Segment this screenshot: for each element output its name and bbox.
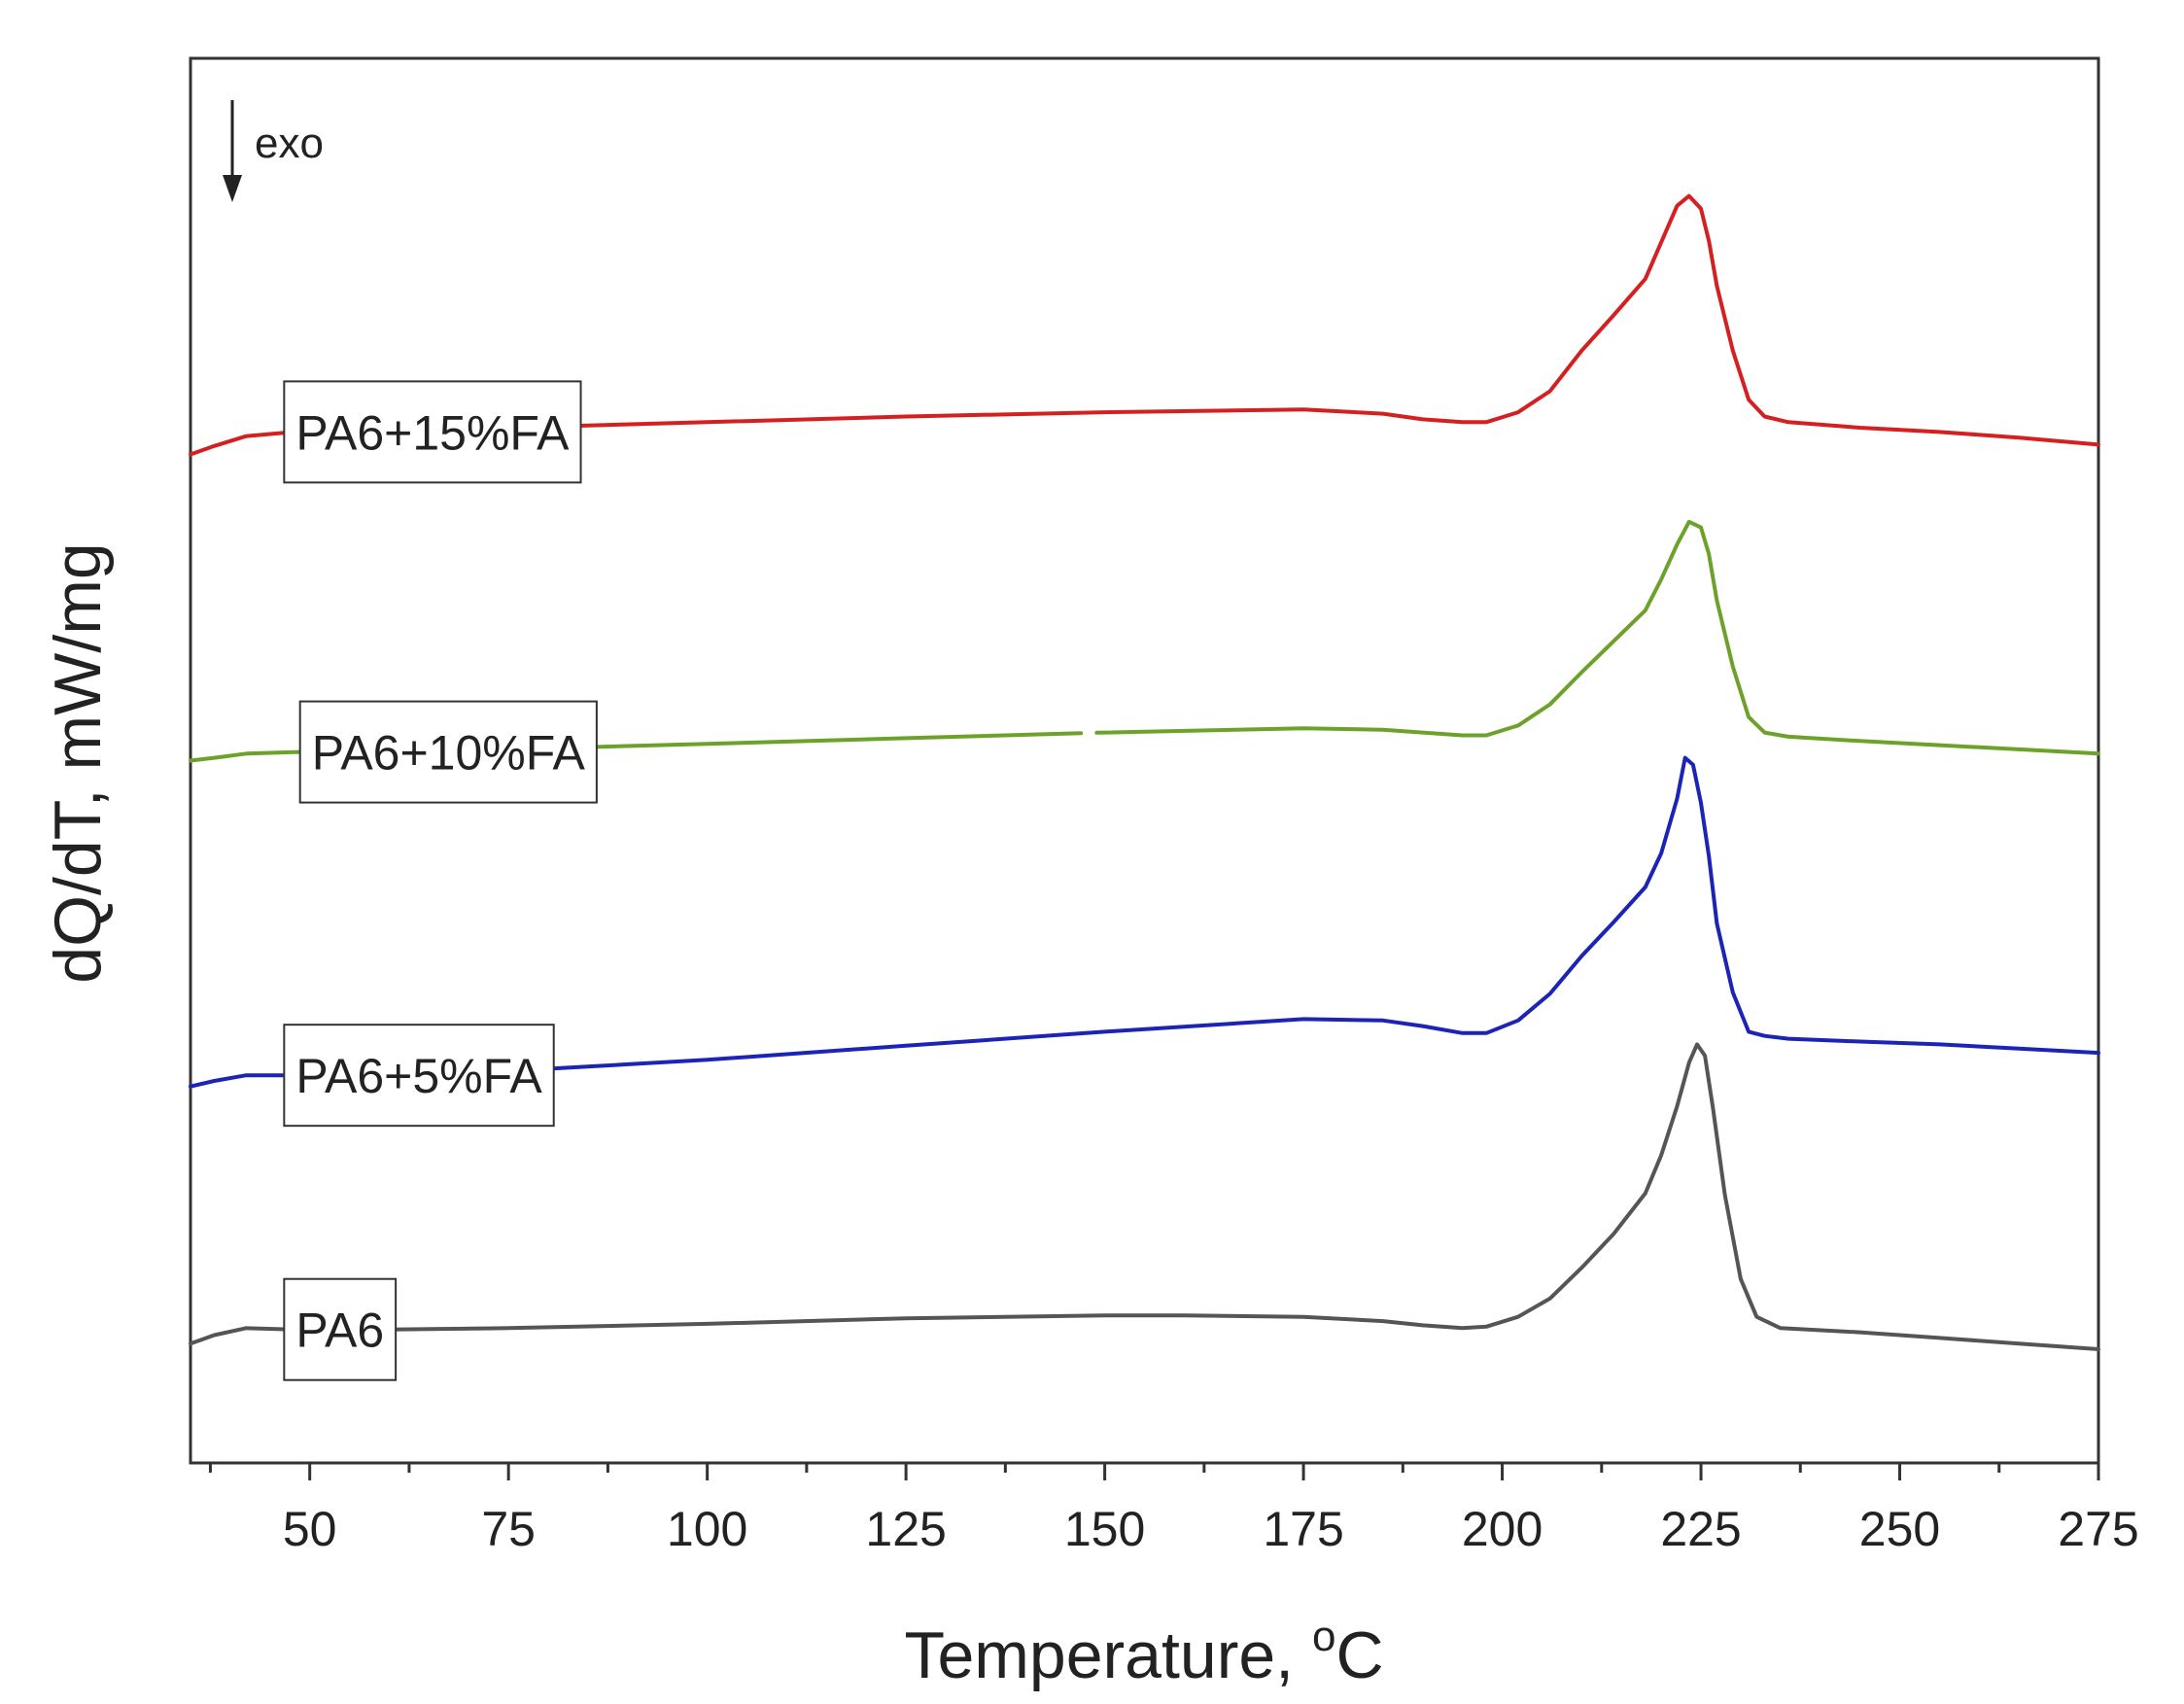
x-tick-label: 200 (1462, 1502, 1543, 1556)
x-axis-ticks: 50 75 100 125 150 175 200 225 250 275 (208, 1463, 2139, 1556)
x-tick-label: 175 (1263, 1502, 1343, 1556)
series-label-box (283, 380, 582, 484)
exo-annotation: exo (223, 100, 324, 202)
series-line-pa6 (189, 1042, 2100, 1351)
x-axis-title-main: Temperature, (904, 1618, 1312, 1692)
x-tick-label: 275 (2058, 1502, 2138, 1556)
series-label-text: PA6+10%FA (312, 726, 586, 781)
x-axis-title: Temperature, oC (904, 1613, 1383, 1692)
series-line-pa6-5-fa (189, 755, 2100, 1089)
x-tick-label: 125 (865, 1502, 946, 1556)
x-tick-label: 75 (481, 1502, 536, 1556)
x-tick-label: 225 (1660, 1502, 1741, 1556)
y-axis-title: dQ/dT, mW/mg (41, 542, 115, 983)
series-label-text: PA6+15%FA (295, 405, 570, 460)
exo-arrow-head-icon (223, 175, 242, 202)
series-label-box (283, 1277, 398, 1381)
x-axis-title-unit: C (1335, 1618, 1383, 1692)
series-line-pa6-10-fa (1094, 519, 2100, 756)
legend-labels: PA6+15%FA PA6+10%FA PA6+5%FA PA6 (283, 380, 598, 1381)
x-axis-title-sup: o (1312, 1613, 1335, 1660)
series-label-box (298, 700, 598, 804)
series-label-text: PA6 (295, 1304, 384, 1358)
series-label-box (283, 1024, 555, 1128)
x-tick-label: 100 (667, 1502, 747, 1556)
exo-label: exo (255, 120, 324, 167)
x-tick-label: 250 (1859, 1502, 1940, 1556)
series-layer (189, 193, 2100, 1351)
series-label-text: PA6+5%FA (295, 1049, 542, 1103)
x-tick-label: 50 (283, 1502, 337, 1556)
x-tick-label: 150 (1064, 1502, 1145, 1556)
